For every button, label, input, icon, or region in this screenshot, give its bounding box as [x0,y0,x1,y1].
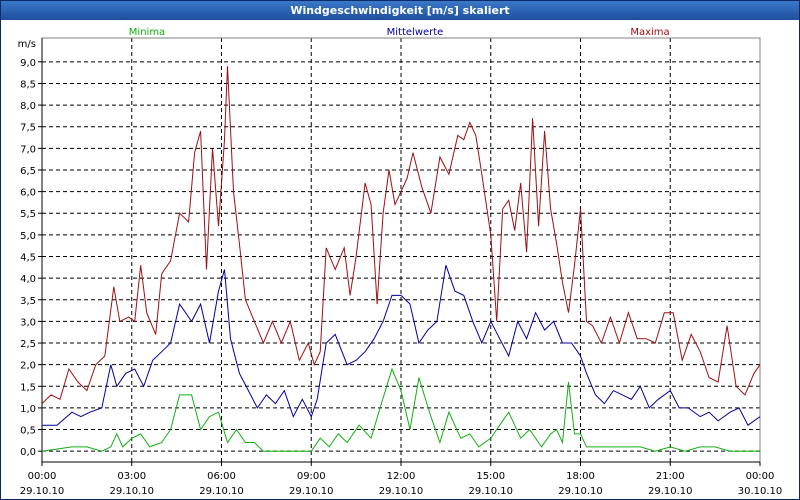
axes: 0,0 0,5 1,0 1,5 2,0 2,5 3,0 3,5 4,0 4,5 5,0 5,5 6,0 6… [18,37,783,497]
window-title: Windgeschwindigkeit [m/s] skaliert [1,1,799,20]
x-tick-date: 29.10.10 [468,486,513,497]
series-line-maxima [41,66,761,404]
x-tick-time: 00:00 [28,471,57,482]
x-tick-date: 29.10.10 [289,486,334,497]
series-layer [41,66,761,452]
x-tick-date: 29.10.10 [648,486,693,497]
x-tick-date: 29.10.10 [558,486,603,497]
x-tick-time: 03:00 [117,471,146,482]
y-tick-label: 9,0 [20,58,36,69]
x-tick-time: 15:00 [476,471,505,482]
x-tick-time: 00:00 [746,471,775,482]
y-tick-label: 0,5 [20,426,36,437]
legend-mittelwerte: Mittelwerte [387,27,444,38]
x-tick-date: 29.10.10 [109,486,154,497]
x-tick-time: 09:00 [297,471,326,482]
y-tick-label: 0,0 [20,447,36,458]
y-tick-label: 7,0 [20,144,36,155]
x-tick-time: 06:00 [207,471,236,482]
grid [42,38,760,462]
y-axis-unit: m/s [18,39,36,50]
legend-minima: Minima [129,27,165,38]
y-tick-label: 5,0 [20,231,36,242]
series-line-minima [41,367,760,452]
x-tick-date: 29.10.10 [20,486,65,497]
y-tick-label: 6,0 [20,188,36,199]
x-tick-time: 12:00 [387,471,416,482]
x-tick-date: 29.10.10 [379,486,424,497]
legend: Minima Mittelwerte Maxima [129,27,670,38]
y-tick-label: 8,0 [20,101,36,112]
y-tick-label: 1,0 [20,404,36,415]
y-tick-label: 4,0 [20,274,36,285]
x-tick-time: 18:00 [566,471,595,482]
y-tick-label: 2,0 [20,361,36,372]
y-tick-label: 1,5 [20,382,36,393]
y-tick-label: 3,0 [20,317,36,328]
y-tick-label: 2,5 [20,339,36,350]
y-tick-label: 8,5 [20,79,36,90]
y-tick-label: 6,5 [20,166,36,177]
x-tick-date: 29.10.10 [199,486,244,497]
series-line-mittelwerte [42,265,761,426]
legend-maxima: Maxima [630,27,669,38]
y-tick-label: 4,5 [20,253,36,264]
y-tick-label: 3,5 [20,296,36,307]
x-tick-time: 21:00 [656,471,685,482]
y-tick-label: 5,5 [20,209,36,220]
x-tick-date: 30.10.10 [738,486,783,497]
y-tick-label: 7,5 [20,123,36,134]
